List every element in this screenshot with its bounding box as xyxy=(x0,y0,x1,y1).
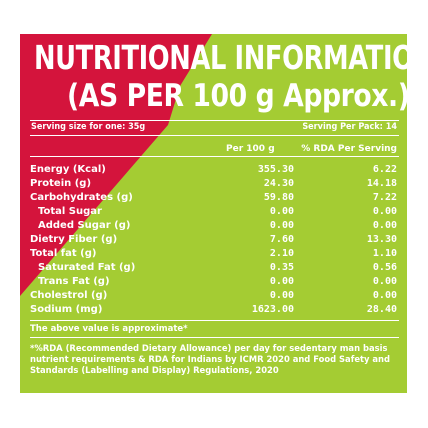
rda-value: 0.00 xyxy=(372,220,397,231)
nutrient-label: Total Sugar xyxy=(38,206,102,217)
table-row: Trans Fat (g) 0.00 0.00 xyxy=(30,276,402,289)
nutrient-label: Cholestrol (g) xyxy=(30,290,108,301)
serving-size: Serving size for one: 35g xyxy=(31,122,146,132)
rda-value: 0.00 xyxy=(372,290,397,301)
rda-value: 0.00 xyxy=(372,206,397,217)
column-header-per100: Per 100 g xyxy=(226,144,275,154)
rda-value: 0.56 xyxy=(372,262,397,273)
rda-value: 28.40 xyxy=(366,304,397,315)
rda-value: 6.22 xyxy=(372,164,397,175)
table-row: Energy (Kcal) 355.30 6.22 xyxy=(30,164,402,177)
table-row: Total Sugar 0.00 0.00 xyxy=(30,206,402,219)
rda-value: 0.00 xyxy=(372,276,397,287)
table-row: Added Sugar (g) 0.00 0.00 xyxy=(30,220,402,233)
table-row: Dietry Fiber (g) 7.60 13.30 xyxy=(30,234,402,247)
divider xyxy=(30,320,399,321)
table-row: Total fat (g) 2.10 1.10 xyxy=(30,248,402,261)
table-row: Saturated Fat (g) 0.35 0.56 xyxy=(30,262,402,275)
nutrient-label: Protein (g) xyxy=(30,178,92,189)
rda-footnote: *%RDA (Recommended Dietary Allowance) pe… xyxy=(30,343,391,375)
per100-value: 0.00 xyxy=(269,220,294,231)
approximation-note: The above value is approximate* xyxy=(30,324,188,334)
rda-value: 1.10 xyxy=(372,248,397,259)
red-accent-shape xyxy=(20,34,212,296)
table-row: Protein (g) 24.30 14.18 xyxy=(30,178,402,191)
per100-value: 0.00 xyxy=(269,206,294,217)
nutrient-label: Carbohydrates (g) xyxy=(30,192,133,203)
divider xyxy=(30,135,399,136)
divider xyxy=(30,156,399,157)
nutrient-label: Total fat (g) xyxy=(30,248,97,259)
title-line-2: (AS PER 100 g Approx.) xyxy=(67,78,407,114)
nutrient-label: Saturated Fat (g) xyxy=(38,262,136,273)
nutrient-label: Dietry Fiber (g) xyxy=(30,234,118,245)
per100-value: 0.00 xyxy=(269,276,294,287)
title-line-1: NUTRITIONAL INFORMATION xyxy=(34,38,407,77)
per100-value: 7.60 xyxy=(269,234,294,245)
nutrient-label: Trans Fat (g) xyxy=(38,276,110,287)
per100-value: 0.00 xyxy=(269,290,294,301)
divider xyxy=(30,337,399,338)
per100-value: 59.80 xyxy=(263,192,294,203)
per100-value: 24.30 xyxy=(263,178,294,189)
rda-value: 14.18 xyxy=(366,178,397,189)
nutrient-label: Added Sugar (g) xyxy=(38,220,131,231)
nutrient-label: Sodium (mg) xyxy=(30,304,103,315)
servings-per-pack: Serving Per Pack: 14 xyxy=(302,122,397,132)
divider xyxy=(30,120,399,121)
nutrition-panel: NUTRITIONAL INFORMATION (AS PER 100 g Ap… xyxy=(20,34,407,393)
rda-value: 7.22 xyxy=(372,192,397,203)
per100-value: 0.35 xyxy=(269,262,294,273)
table-row: Sodium (mg) 1623.00 28.40 xyxy=(30,304,402,317)
column-header-rda: % RDA Per Serving xyxy=(301,144,397,154)
rda-value: 13.30 xyxy=(366,234,397,245)
per100-value: 355.30 xyxy=(257,164,294,175)
per100-value: 1623.00 xyxy=(251,304,294,315)
table-row: Cholestrol (g) 0.00 0.00 xyxy=(30,290,402,303)
table-row: Carbohydrates (g) 59.80 7.22 xyxy=(30,192,402,205)
per100-value: 2.10 xyxy=(269,248,294,259)
nutrient-label: Energy (Kcal) xyxy=(30,164,106,175)
